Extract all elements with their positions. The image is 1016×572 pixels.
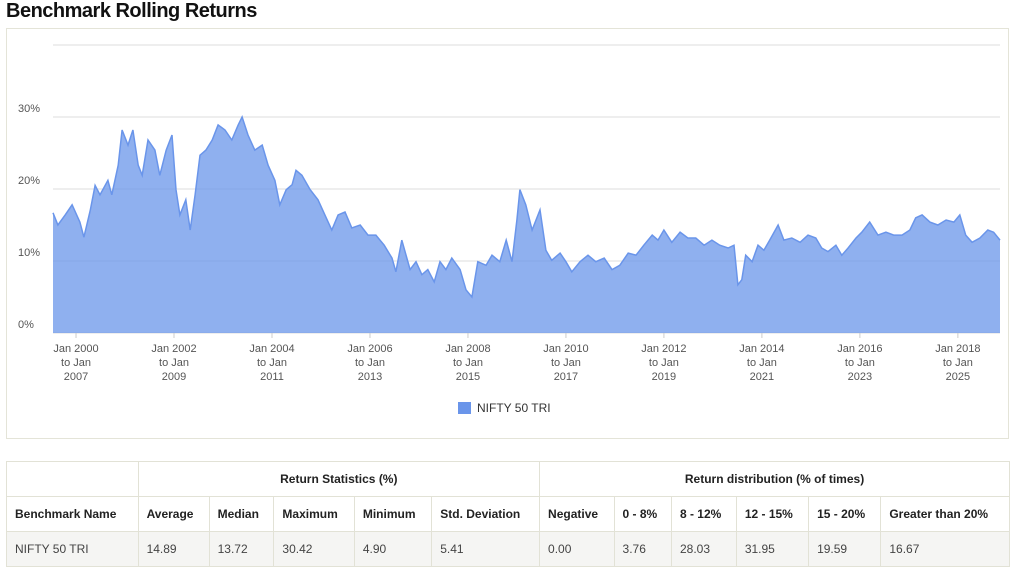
column-header: 15 - 20%: [808, 496, 882, 532]
column-header: Minimum: [353, 496, 433, 532]
column-header: Median: [208, 496, 275, 532]
y-tick-label: 30%: [18, 103, 40, 115]
column-header: Maximum: [273, 496, 355, 532]
table-cell: 0.00: [539, 531, 615, 567]
column-header: Std. Deviation: [431, 496, 541, 532]
chart: 0% 10% 20% 30% NIFTY 50 TRI: [18, 44, 1001, 415]
area-fill: [53, 117, 1000, 333]
table-cell: 16.67: [880, 531, 1010, 567]
legend-swatch: [458, 402, 471, 414]
x-tick-label: Jan 2000 to Jan 2007: [53, 343, 99, 383]
x-tick-label: Jan 2002 to Jan 2009: [151, 343, 197, 383]
empty-cell: [6, 461, 139, 497]
table-cell: NIFTY 50 TRI: [6, 531, 139, 567]
table-cell: 3.76: [613, 531, 672, 567]
x-tick-label: Jan 2012 to Jan 2019: [641, 343, 687, 383]
group-header: Return distribution (% of times): [539, 461, 1010, 497]
table-cell: 4.90: [353, 531, 433, 567]
x-tick-label: Jan 2014 to Jan 2021: [739, 343, 785, 383]
x-tick-label: Jan 2008 to Jan 2015: [445, 343, 491, 383]
group-header: Return Statistics (%): [137, 461, 541, 497]
column-header: Greater than 20%: [880, 496, 1010, 532]
chart-frame: [6, 28, 1009, 439]
table-cell: 5.41: [431, 531, 541, 567]
series-line: [52, 115, 1001, 299]
table-cell: 30.42: [273, 531, 355, 567]
y-tick-label: 10%: [18, 247, 40, 259]
x-tick-label: Jan 2004 to Jan 2011: [249, 343, 295, 383]
column-header: 12 - 15%: [735, 496, 810, 532]
x-tick-label: Jan 2018 to Jan 2025: [935, 343, 981, 383]
column-header: Average: [137, 496, 210, 532]
x-tick-label: Jan 2016 to Jan 2023: [837, 343, 883, 383]
column-header: 8 - 12%: [670, 496, 737, 532]
table-cell: 19.59: [808, 531, 882, 567]
x-tick-label: Jan 2010 to Jan 2017: [543, 343, 589, 383]
table-cell: 31.95: [735, 531, 810, 567]
table-cell: 14.89: [137, 531, 210, 567]
column-header: Benchmark Name: [6, 496, 139, 532]
stats-table: Return Statistics (%) Return distributio…: [6, 461, 1010, 567]
legend-label: NIFTY 50 TRI: [477, 401, 551, 415]
table-cell: 28.03: [670, 531, 737, 567]
page-title: Benchmark Rolling Returns: [6, 0, 257, 22]
column-header: 0 - 8%: [613, 496, 672, 532]
y-tick-label: 0%: [18, 319, 34, 331]
column-header: Negative: [539, 496, 615, 532]
y-tick-label: 20%: [18, 175, 40, 187]
table-cell: 13.72: [208, 531, 275, 567]
x-tick-label: Jan 2006 to Jan 2013: [347, 343, 393, 383]
